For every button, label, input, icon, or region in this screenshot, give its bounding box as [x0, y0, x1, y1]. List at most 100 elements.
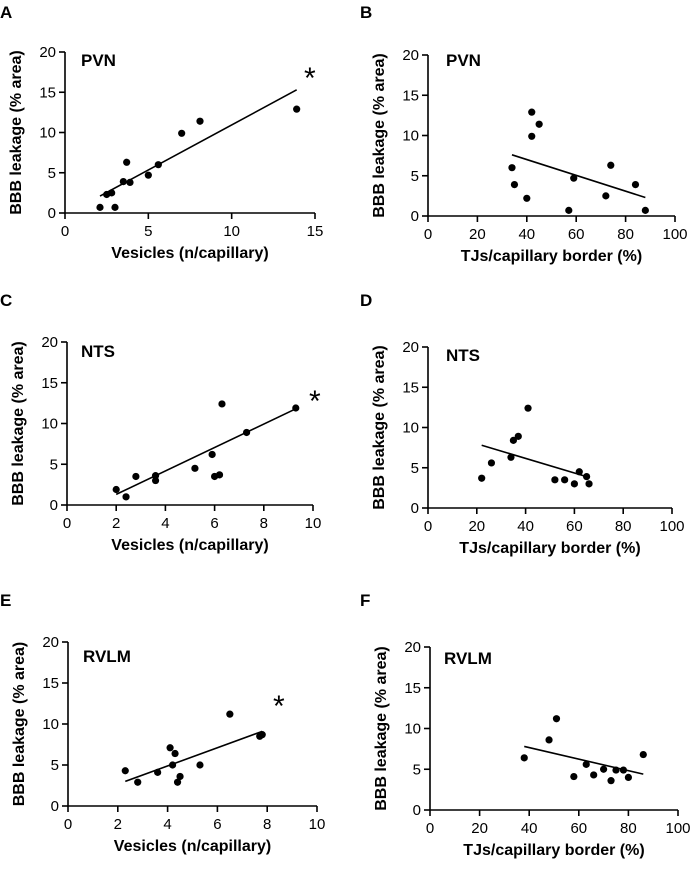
y-tick-label: 0 — [413, 802, 421, 819]
panel-letter: A — [0, 3, 12, 22]
y-axis-label: BBB leakage (% area) — [8, 50, 25, 215]
y-tick-label: 15 — [402, 379, 419, 396]
x-tick-label: 60 — [566, 518, 583, 535]
axes-lines — [64, 52, 315, 214]
data-point — [607, 777, 615, 785]
data-point — [641, 206, 649, 214]
data-point — [123, 158, 131, 166]
significance-marker: * — [304, 62, 316, 95]
y-tick-label: 5 — [411, 460, 419, 477]
x-tick-label: 0 — [424, 226, 432, 243]
x-tick-label: 2 — [114, 816, 122, 833]
data-point — [624, 773, 633, 782]
y-tick-label: 15 — [42, 675, 59, 692]
data-point — [293, 105, 301, 113]
data-point — [545, 736, 553, 744]
x-tick-label: 8 — [260, 515, 268, 532]
region-title: RVLM — [83, 647, 131, 666]
x-tick-label: 40 — [521, 820, 538, 837]
data-point — [524, 404, 532, 412]
data-point — [108, 189, 116, 197]
panel-d: D 0 5 10 15 20 0 20 40 60 80 100 TJs/capillary borde… — [360, 291, 685, 557]
y-tick-label: 5 — [51, 757, 59, 774]
data-point — [126, 178, 134, 187]
data-point — [582, 760, 590, 768]
x-tick-label: 100 — [662, 226, 687, 243]
y-axis-label: BBB leakage (% area) — [10, 341, 27, 506]
data-point — [176, 772, 184, 781]
x-tick-label: 6 — [210, 515, 218, 532]
region-title: PVN — [446, 51, 481, 70]
data-point — [551, 476, 559, 484]
x-tick-label: 2 — [112, 515, 120, 532]
y-tick-label: 5 — [411, 168, 419, 185]
y-tick-label: 0 — [48, 205, 56, 222]
data-point — [242, 428, 251, 437]
data-point — [607, 161, 615, 169]
data-point — [178, 129, 186, 137]
data-point — [173, 778, 182, 786]
x-tick-label: 10 — [305, 515, 322, 532]
significance-marker: * — [309, 385, 321, 418]
data-point — [154, 768, 162, 776]
data-point — [570, 772, 578, 781]
data-point — [292, 404, 300, 412]
x-axis-label: TJs/capillary border (%) — [463, 842, 644, 859]
x-axis-label: Vesicles (n/capillary) — [111, 245, 268, 262]
y-tick-label: 20 — [404, 639, 421, 656]
data-point — [561, 476, 569, 484]
data-point — [166, 744, 174, 752]
panel-letter: F — [360, 591, 370, 610]
y-tick-label: 15 — [39, 84, 56, 101]
regression-line — [511, 154, 646, 199]
x-tick-label: 80 — [620, 820, 637, 837]
x-axis-label: TJs/capillary border (%) — [461, 248, 642, 265]
axes-lines — [67, 642, 317, 807]
x-tick-label: 0 — [64, 816, 72, 833]
axes-lines — [427, 55, 675, 217]
x-tick-label: 60 — [568, 226, 585, 243]
data-point — [258, 731, 266, 739]
data-point — [196, 117, 204, 125]
data-point — [122, 493, 130, 501]
x-tick-label: 6 — [213, 816, 221, 833]
y-tick-label: 10 — [41, 416, 58, 433]
panel-b: B 0 5 10 15 20 0 20 40 60 80 100 TJs/capillary borde… — [360, 3, 688, 265]
data-point — [208, 450, 216, 459]
data-point — [112, 485, 120, 494]
data-point — [134, 778, 142, 786]
data-point — [528, 108, 536, 116]
y-tick-label: 15 — [404, 680, 421, 697]
region-title: NTS — [446, 346, 480, 365]
y-tick-label: 15 — [402, 87, 419, 104]
x-axis-label: Vesicles (n/capillary) — [111, 537, 268, 554]
data-point — [520, 754, 528, 762]
data-point — [590, 771, 598, 779]
x-tick-label: 0 — [61, 223, 69, 240]
y-axis-label: BBB leakage (% area) — [371, 345, 388, 510]
data-point — [552, 715, 561, 723]
region-title: RVLM — [444, 649, 492, 668]
regression-line — [99, 89, 298, 197]
data-point — [514, 432, 522, 440]
data-point — [508, 164, 516, 172]
data-point — [510, 181, 519, 189]
data-point — [111, 203, 119, 211]
data-point — [215, 471, 224, 479]
x-tick-label: 100 — [665, 820, 690, 837]
y-tick-label: 20 — [42, 634, 59, 651]
regression-line — [115, 408, 297, 496]
axes-lines — [66, 342, 313, 506]
panel-e: E 0 5 10 15 20 0 2 4 6 8 10 Vesicles (n/capillary) BB… — [0, 591, 325, 855]
y-tick-label: 0 — [411, 500, 419, 517]
panel-letter: D — [360, 291, 372, 310]
y-tick-label: 5 — [50, 456, 58, 473]
regression-line — [481, 444, 590, 479]
y-tick-label: 0 — [51, 798, 59, 815]
panel-letter: C — [0, 291, 12, 310]
data-point — [119, 178, 127, 186]
data-point — [121, 767, 129, 775]
panel-letter: E — [0, 591, 11, 610]
significance-marker: * — [273, 690, 285, 723]
